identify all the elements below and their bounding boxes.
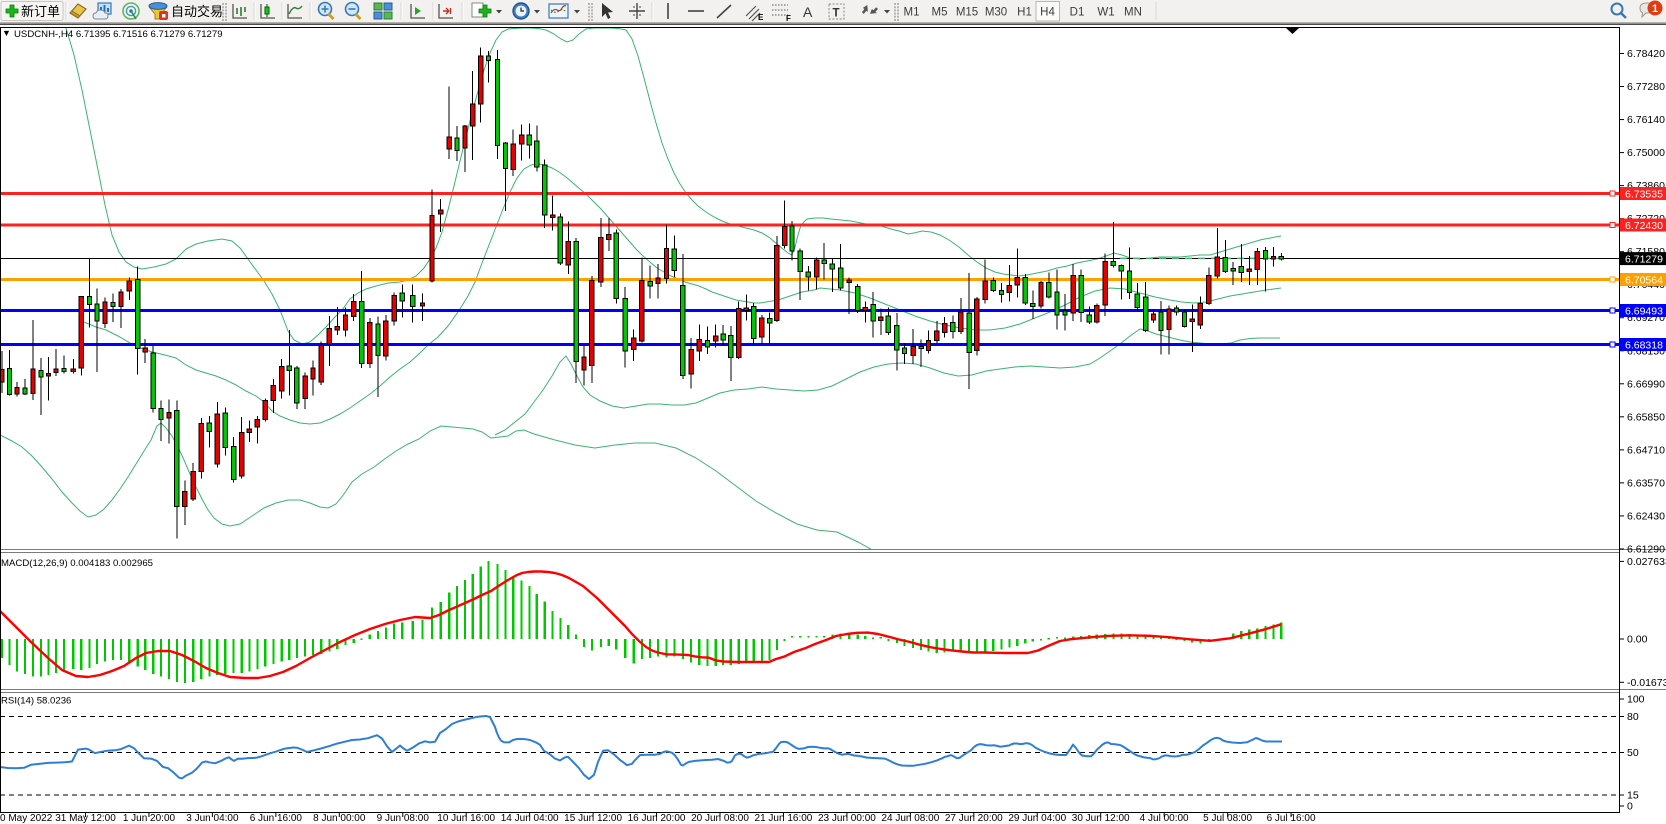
svg-text:5 Jul 08:00: 5 Jul 08:00 — [1203, 813, 1252, 824]
svg-text:6 Jun 16:00: 6 Jun 16:00 — [250, 813, 303, 824]
svg-text:9 Jun 08:00: 9 Jun 08:00 — [377, 813, 430, 824]
svg-text:15: 15 — [1627, 790, 1639, 802]
svg-text:自动交易: 自动交易 — [171, 4, 223, 19]
svg-text:50: 50 — [1627, 747, 1639, 759]
svg-text:6.62430: 6.62430 — [1627, 510, 1665, 522]
svg-text:6.71279: 6.71279 — [1625, 253, 1663, 265]
svg-text:4 Jul 00:00: 4 Jul 00:00 — [1140, 813, 1189, 824]
svg-text:15 Jun 12:00: 15 Jun 12:00 — [564, 813, 622, 824]
svg-text:10 Jun 16:00: 10 Jun 16:00 — [437, 813, 495, 824]
svg-text:6.61290: 6.61290 — [1627, 543, 1665, 555]
svg-text:F: F — [786, 14, 791, 23]
svg-text:20 Jun 08:00: 20 Jun 08:00 — [691, 813, 749, 824]
svg-text:6.66990: 6.66990 — [1627, 378, 1665, 390]
svg-text:USDCNH-,H4 6.71395 6.71516 6.: USDCNH-,H4 6.71395 6.71516 6.71279 6.712… — [14, 29, 223, 40]
svg-text:1 Jun 20:00: 1 Jun 20:00 — [123, 813, 176, 824]
svg-text:新订单: 新订单 — [21, 4, 60, 19]
svg-text:M1: M1 — [904, 7, 920, 19]
svg-text:D1: D1 — [1070, 7, 1085, 19]
svg-text:MACD(12,26,9) 0.004183 0.00296: MACD(12,26,9) 0.004183 0.002965 — [1, 558, 153, 569]
svg-text:6.70564: 6.70564 — [1625, 274, 1663, 286]
svg-text:6.68318: 6.68318 — [1625, 339, 1663, 351]
svg-text:6.73535: 6.73535 — [1625, 188, 1663, 200]
svg-text:RSI(14) 58.0236: RSI(14) 58.0236 — [1, 696, 71, 707]
svg-text:1: 1 — [1652, 3, 1658, 15]
svg-text:24 Jun 08:00: 24 Jun 08:00 — [881, 813, 939, 824]
svg-text:0.00: 0.00 — [1627, 634, 1648, 646]
svg-text:M30: M30 — [985, 7, 1007, 19]
svg-text:0: 0 — [1627, 801, 1633, 813]
svg-text:6.65850: 6.65850 — [1627, 411, 1665, 423]
svg-text:3 Jun 04:00: 3 Jun 04:00 — [186, 813, 239, 824]
svg-text:31 May 12:00: 31 May 12:00 — [55, 813, 116, 824]
svg-text:0 May 2022: 0 May 2022 — [0, 813, 53, 824]
svg-text:6.77280: 6.77280 — [1627, 81, 1665, 93]
svg-text:M15: M15 — [956, 7, 978, 19]
svg-text:30 Jun 12:00: 30 Jun 12:00 — [1072, 813, 1130, 824]
svg-text:A: A — [803, 4, 813, 20]
svg-text:6.69493: 6.69493 — [1625, 305, 1663, 317]
svg-text:6.63570: 6.63570 — [1627, 477, 1665, 489]
svg-text:M5: M5 — [932, 7, 948, 19]
svg-text:MN: MN — [1124, 7, 1142, 19]
svg-text:E: E — [758, 13, 764, 22]
svg-text:6.64710: 6.64710 — [1627, 444, 1665, 456]
svg-text:29 Jun 04:00: 29 Jun 04:00 — [1008, 813, 1066, 824]
svg-text:100: 100 — [1627, 694, 1645, 706]
svg-text:16 Jun 20:00: 16 Jun 20:00 — [628, 813, 686, 824]
svg-text:27 Jun 20:00: 27 Jun 20:00 — [945, 813, 1003, 824]
svg-text:14 Jun 04:00: 14 Jun 04:00 — [501, 813, 559, 824]
svg-text:8 Jun 00:00: 8 Jun 00:00 — [313, 813, 366, 824]
svg-text:6.78420: 6.78420 — [1627, 48, 1665, 60]
svg-text:80: 80 — [1627, 711, 1639, 723]
svg-text:W1: W1 — [1097, 7, 1114, 19]
svg-text:6.75000: 6.75000 — [1627, 147, 1665, 159]
svg-text:6.76140: 6.76140 — [1627, 114, 1665, 126]
svg-text:6 Jul 16:00: 6 Jul 16:00 — [1267, 813, 1316, 824]
svg-text:-0.016736: -0.016736 — [1627, 677, 1666, 689]
svg-text:H1: H1 — [1017, 7, 1032, 19]
svg-text:6.72430: 6.72430 — [1625, 220, 1663, 232]
svg-text:▼: ▼ — [2, 28, 11, 38]
svg-text:T: T — [833, 8, 840, 20]
svg-text:H4: H4 — [1040, 7, 1055, 19]
svg-text:23 Jun 00:00: 23 Jun 00:00 — [818, 813, 876, 824]
svg-text:21 Jun 16:00: 21 Jun 16:00 — [755, 813, 813, 824]
svg-text:0.027633: 0.027633 — [1627, 556, 1666, 568]
